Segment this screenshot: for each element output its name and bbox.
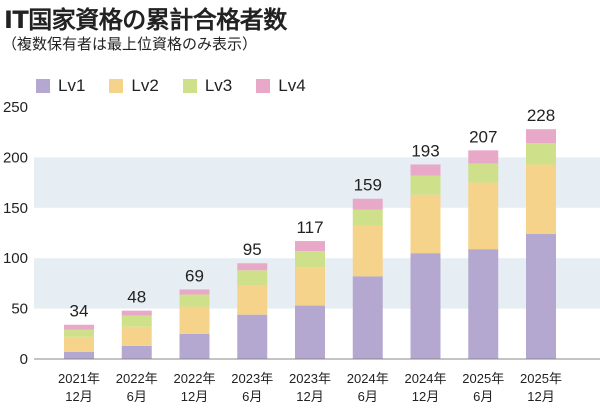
bar-segment-lv1 xyxy=(295,305,325,359)
legend-item-lv1: Lv1 xyxy=(36,76,85,96)
legend-label-lv4: Lv4 xyxy=(278,76,306,95)
legend-item-lv2: Lv2 xyxy=(109,76,159,96)
x-tick-label-year: 2024年 xyxy=(405,371,447,386)
bar-segment-lv1 xyxy=(352,276,383,359)
bar-segment-lv3 xyxy=(179,294,210,307)
bar-segment-lv4 xyxy=(410,164,441,176)
total-label: 228 xyxy=(527,106,555,125)
x-tick-label-year: 2025年 xyxy=(520,371,562,386)
x-tick-label-year: 2022年 xyxy=(116,371,158,386)
legend-swatch-lv2 xyxy=(109,79,124,93)
chart-subtitle: （複数保有者は最上位資格のみ表示） xyxy=(2,35,258,53)
legend-label-lv1: Lv1 xyxy=(58,76,86,95)
bar-segment-lv3 xyxy=(295,251,325,268)
bar-segment-lv2 xyxy=(526,164,556,235)
legend-swatch-lv4 xyxy=(256,79,271,93)
x-tick-label-year: 2025年 xyxy=(462,371,504,386)
total-label: 207 xyxy=(469,127,497,146)
bar-segment-lv3 xyxy=(121,315,152,327)
x-tick-label-month: 12月 xyxy=(412,389,439,404)
bar-segment-lv2 xyxy=(295,267,325,306)
bar-segment-lv1 xyxy=(237,314,268,359)
total-labels: 34 48 69 95 117 159 193 207 228 xyxy=(70,106,556,321)
bar-segment-lv1 xyxy=(410,253,441,359)
total-label: 193 xyxy=(411,141,439,160)
y-axis: 0 50 100 150 200 250 xyxy=(3,99,28,368)
bar-segment-lv2 xyxy=(468,182,499,250)
y-tick-label: 50 xyxy=(11,301,28,318)
y-tick-label: 250 xyxy=(3,99,28,116)
grid-band xyxy=(34,157,600,208)
bar-segment-lv1 xyxy=(121,345,152,359)
legend-item-lv3: Lv3 xyxy=(182,76,233,96)
legend-label-lv2: Lv2 xyxy=(131,76,159,95)
chart-title: IT国家資格の累計合格者数 xyxy=(4,6,287,34)
legend-label-lv3: Lv3 xyxy=(204,76,233,95)
legend-swatch-lv1 xyxy=(36,79,50,93)
bar-segment-lv1 xyxy=(64,351,94,359)
bar-segment-lv2 xyxy=(64,336,94,352)
y-tick-label: 100 xyxy=(3,250,28,267)
bar-segment-lv3 xyxy=(410,175,441,195)
bar-segment-lv2 xyxy=(352,225,383,277)
bar-segment-lv1 xyxy=(468,249,499,359)
bar-segment-lv4 xyxy=(121,310,152,316)
x-tick-label-month: 6月 xyxy=(127,389,147,404)
x-tick-label-year: 2023年 xyxy=(289,371,331,386)
total-label: 117 xyxy=(296,218,323,237)
x-tick-label-month: 6月 xyxy=(358,389,378,404)
legend-swatch-lv3 xyxy=(182,79,197,93)
bar-segment-lv3 xyxy=(237,270,268,286)
bar-segment-lv3 xyxy=(64,329,94,337)
bar-segment-lv4 xyxy=(468,150,499,164)
total-label: 69 xyxy=(185,266,204,285)
bar-segment-lv2 xyxy=(179,306,210,334)
x-axis: 2021年 12月 2022年 6月 2022年 12月 2023年 6月 2023年 12月 20… xyxy=(34,358,600,404)
bar-segment-lv2 xyxy=(237,285,268,315)
bar-segment-lv4 xyxy=(237,263,268,271)
total-label: 159 xyxy=(354,176,382,195)
x-tick-label-month: 6月 xyxy=(242,389,262,404)
total-label: 48 xyxy=(127,288,146,307)
x-tick-label-year: 2022年 xyxy=(174,371,216,386)
bar-segment-lv3 xyxy=(352,209,383,226)
bar-segment-lv4 xyxy=(526,129,556,144)
x-tick-label-month: 12月 xyxy=(181,389,208,404)
bar-segment-lv2 xyxy=(410,194,441,254)
bar-segment-lv1 xyxy=(526,234,556,359)
legend: Lv1 Lv2 Lv3 Lv4 xyxy=(36,76,330,96)
total-label: 34 xyxy=(70,302,89,321)
bar-segment-lv3 xyxy=(468,163,499,183)
total-label: 95 xyxy=(243,240,262,259)
x-tick-label-year: 2024年 xyxy=(347,371,389,386)
x-tick-label-month: 12月 xyxy=(527,389,554,404)
y-tick-label: 0 xyxy=(20,351,28,368)
bar-segment-lv4 xyxy=(179,289,210,295)
bar-segment-lv3 xyxy=(526,143,556,165)
bar-segment-lv4 xyxy=(64,324,94,330)
x-tick-label-month: 12月 xyxy=(296,389,323,404)
bar-segment-lv2 xyxy=(121,326,152,346)
x-tick-label-month: 6月 xyxy=(473,389,493,404)
bar-segment-lv4 xyxy=(352,198,383,210)
y-tick-label: 200 xyxy=(3,149,28,166)
legend-item-lv4: Lv4 xyxy=(256,76,306,96)
bars xyxy=(64,129,556,359)
x-tick-label-year: 2021年 xyxy=(58,371,100,386)
x-tick-label-month: 12月 xyxy=(65,389,92,404)
bar-segment-lv1 xyxy=(179,333,210,359)
x-tick-label-year: 2023年 xyxy=(231,371,273,386)
y-tick-label: 150 xyxy=(3,200,28,217)
bar-segment-lv4 xyxy=(295,241,325,252)
